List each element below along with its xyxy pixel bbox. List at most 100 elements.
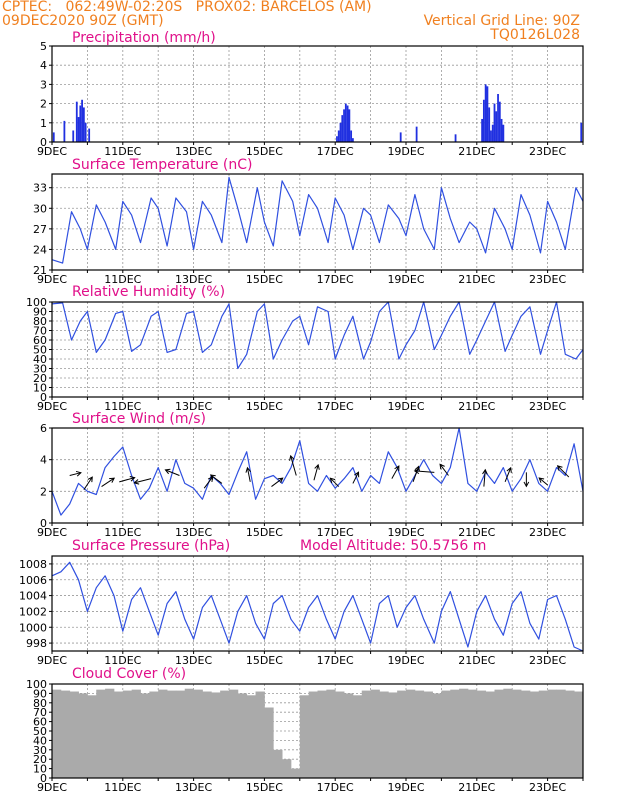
wind-arrow-head (133, 479, 140, 485)
y-tick-label: 33 (33, 182, 47, 195)
cloud-bar (370, 689, 380, 778)
x-tick-label: 21DEC (458, 781, 495, 794)
x-tick-label: 11DEC (104, 273, 141, 286)
cloud-bar (432, 693, 442, 778)
wind-arrow-head (482, 468, 488, 475)
precip-bar (484, 84, 487, 142)
cloud-bar (441, 690, 451, 778)
panel-2: 21 24 27 30 33 9DEC 11DEC 13DEC 15DEC 17DEC 19DEC 2… (33, 157, 584, 286)
precip-bar (82, 107, 85, 142)
wind-arrow-head (523, 481, 530, 488)
cloud-bar (556, 689, 566, 778)
x-tick-label: 9DEC (37, 781, 67, 794)
wind-arrow (439, 463, 449, 476)
cloud-bar (299, 695, 310, 778)
x-tick-label: 21DEC (458, 400, 495, 413)
x-tick-label: 17DEC (317, 781, 354, 794)
panel-frame (51, 301, 584, 398)
x-tick-label: 17DEC (317, 273, 354, 286)
wind-arrow (352, 471, 359, 484)
header-run-time: 09DEC2020 90Z (GMT) (2, 13, 164, 29)
x-tick-label: 11DEC (104, 145, 141, 158)
panel-5: 998 1000 1002 1004 1006 1008 9DEC 11DEC 13DEC 15D… (19, 538, 584, 667)
x-tick-label: 11DEC (104, 654, 141, 667)
precip-bar (481, 118, 484, 142)
x-tick-label: 13DEC (175, 654, 212, 667)
precip-bar (344, 103, 347, 142)
precip-bar (580, 122, 583, 142)
cloud-bar (512, 689, 522, 778)
cloud-bar (149, 691, 159, 778)
wind-arrow (412, 466, 420, 483)
wind-arrow (246, 467, 251, 482)
precip-bar (500, 118, 503, 142)
y-tick-label: 0 (40, 517, 47, 530)
panel-title: Cloud Cover (%) (72, 666, 186, 682)
cloud-bar (158, 689, 168, 778)
wind-arrow (290, 455, 297, 476)
y-tick-label: 30 (33, 363, 47, 376)
cloud-bar (105, 688, 115, 778)
x-tick-label: 9DEC (37, 145, 67, 158)
y-tick-label: 4 (40, 454, 47, 467)
panel-title: Surface Temperature (nC) (72, 157, 253, 173)
y-tick-label: 0 (40, 772, 47, 785)
series-line (51, 301, 584, 370)
x-tick-label: 19DEC (387, 273, 424, 286)
precip-bar (81, 99, 83, 142)
panel-1: 0 1 2 3 4 5 9DEC 11DEC 13DEC 15DEC 17DEC 19DEC 21DEC… (37, 30, 584, 158)
cloud-bar (459, 688, 469, 778)
wind-arrow (134, 478, 152, 484)
x-tick-label: 23DEC (529, 273, 566, 286)
series-line (51, 561, 584, 652)
cloud-bar (503, 688, 513, 778)
y-tick-label: 70 (33, 706, 47, 719)
x-tick-label: 23DEC (529, 654, 566, 667)
precip-bar (339, 122, 342, 142)
precip-bar (491, 124, 494, 142)
y-tick-label: 21 (33, 264, 47, 277)
precip-bar (346, 105, 349, 142)
y-tick-label: 998 (26, 637, 47, 650)
cloud-bar (538, 690, 548, 778)
precip-bar (337, 130, 340, 142)
x-tick-label: 9DEC (37, 654, 67, 667)
cloud-bar (87, 695, 97, 778)
cloud-bar (202, 691, 212, 778)
x-tick-label: 9DEC (37, 400, 67, 413)
y-tick-label: 1000 (19, 621, 47, 634)
wind-arrow (203, 476, 214, 489)
y-tick-label: 24 (33, 243, 47, 256)
y-tick-label: 50 (33, 725, 47, 738)
panel-title: Surface Pressure (hPa) (72, 538, 230, 554)
precip-bar (498, 101, 501, 142)
cloud-bar (60, 690, 71, 778)
x-tick-label: 15DEC (246, 781, 283, 794)
wind-arrow (165, 469, 180, 476)
cloud-bar (529, 691, 540, 778)
precip-bar (482, 99, 485, 142)
cloud-bar (122, 690, 133, 778)
cloud-bar (264, 707, 274, 778)
y-tick-label: 2 (40, 485, 47, 498)
panel-frame (51, 427, 584, 524)
x-tick-label: 17DEC (317, 526, 354, 539)
panel-frame (51, 683, 584, 779)
wind-arrow-head (439, 463, 445, 470)
precip-bar (84, 122, 87, 142)
cloud-bar (406, 689, 416, 778)
y-tick-label: 0 (40, 391, 47, 404)
cloud-bar (352, 695, 363, 778)
wind-arrow (414, 470, 435, 473)
cloud-bar (255, 691, 265, 778)
x-tick-label: 23DEC (529, 400, 566, 413)
cloud-bar (335, 691, 345, 778)
y-tick-label: 1 (40, 117, 47, 130)
x-tick-label: 15DEC (246, 273, 283, 286)
header-station: CPTEC: 062:49W-02:20S PROX02: BARCELOS (… (2, 0, 372, 15)
wind-arrow-head (556, 465, 563, 471)
x-tick-label: 19DEC (387, 145, 424, 158)
panel-frame (51, 555, 584, 652)
precip-bar (52, 132, 55, 142)
x-tick-label: 11DEC (104, 400, 141, 413)
